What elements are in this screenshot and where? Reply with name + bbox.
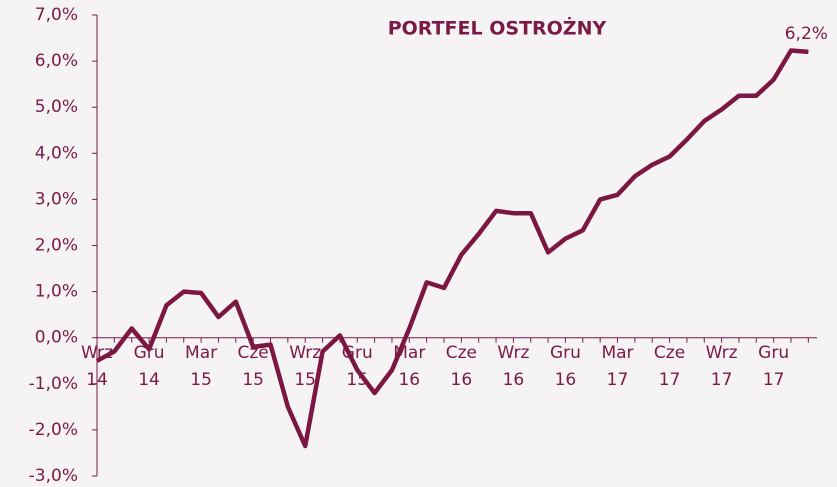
- y-tick-label: 5,0%: [35, 97, 78, 117]
- x-tick-label: Wrz 17: [705, 342, 738, 390]
- data-label: 6,2%: [785, 24, 828, 44]
- y-tick-label: -1,0%: [29, 374, 78, 394]
- x-tick-label: Mar 16: [393, 342, 426, 390]
- y-tick-label: 7,0%: [35, 5, 78, 25]
- chart-title: PORTFEL OSTROŻNY: [388, 16, 607, 40]
- y-tick-label: 1,0%: [35, 282, 78, 302]
- x-tick-label: Mar 15: [185, 342, 218, 390]
- x-tick-label: Wrz 16: [497, 342, 530, 390]
- x-tick-label: Wrz 14: [81, 342, 113, 390]
- y-tick-label: 0,0%: [35, 328, 78, 348]
- x-tick-label: Cze 17: [653, 342, 686, 390]
- series-line: [95, 48, 809, 449]
- x-tick-label: Gru 17: [758, 342, 790, 390]
- y-tick-label: -3,0%: [29, 466, 78, 486]
- y-tick-label: 2,0%: [35, 236, 78, 256]
- x-tick-label: Gru 14: [133, 342, 165, 390]
- x-tick-label: Wrz 15: [289, 342, 322, 390]
- y-tick-label: 4,0%: [35, 143, 78, 163]
- y-tick-label: -2,0%: [29, 420, 78, 440]
- x-tick-label: Gru 16: [549, 342, 581, 390]
- x-tick-label: Cze 15: [237, 342, 269, 390]
- y-tick-label: 3,0%: [35, 189, 78, 209]
- x-tick-label: Gru 15: [341, 342, 373, 390]
- y-tick-label: 6,0%: [35, 51, 78, 71]
- x-tick-label: Cze 16: [445, 342, 477, 390]
- x-tick-label: Mar 17: [601, 342, 634, 390]
